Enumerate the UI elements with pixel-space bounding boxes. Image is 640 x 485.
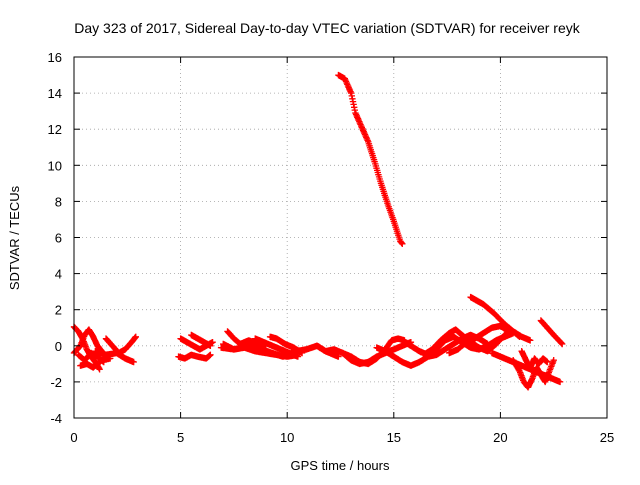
plus-markers xyxy=(188,331,214,349)
data-track xyxy=(252,335,302,360)
y-tick-label: -4 xyxy=(50,411,62,426)
x-tick-label: 20 xyxy=(493,430,507,445)
y-tick-label: 0 xyxy=(55,339,62,354)
plus-markers xyxy=(175,351,214,362)
x-tick-label: 10 xyxy=(280,430,294,445)
data-track xyxy=(266,333,306,357)
y-tick-label: 4 xyxy=(55,267,62,282)
plus-markers xyxy=(467,293,523,340)
plus-markers xyxy=(335,71,406,247)
data-track xyxy=(510,357,557,391)
plus-markers xyxy=(510,357,557,391)
plus-markers xyxy=(537,317,566,348)
data-track xyxy=(518,348,551,371)
x-tick-label: 5 xyxy=(177,430,184,445)
data-track xyxy=(188,331,214,349)
data-track xyxy=(446,322,513,357)
x-tick-label: 25 xyxy=(600,430,614,445)
y-tick-label: -2 xyxy=(50,375,62,390)
plus-markers xyxy=(266,333,306,357)
data-track xyxy=(537,317,566,348)
plus-markers xyxy=(224,328,270,349)
plus-markers xyxy=(102,333,139,357)
chart-title: Day 323 of 2017, Sidereal Day-to-day VTE… xyxy=(74,20,580,36)
y-axis-label: SDTVAR / TECUs xyxy=(7,185,22,290)
data-track xyxy=(335,71,406,247)
data-track xyxy=(339,335,408,368)
x-tick-label: 0 xyxy=(70,430,77,445)
y-tick-label: 16 xyxy=(48,50,62,65)
data-markers xyxy=(70,71,566,391)
data-track xyxy=(102,333,139,357)
y-tick-label: 14 xyxy=(48,86,62,101)
x-tick-label: 15 xyxy=(387,430,401,445)
x-axis-label: GPS time / hours xyxy=(291,458,390,473)
data-track xyxy=(224,328,270,349)
y-tick-label: 2 xyxy=(55,303,62,318)
plus-markers xyxy=(77,355,114,371)
axis-ticks: 0 5 10 15 20 25 -4 -2 0 2 4 6 8 10 12 14 16 xyxy=(48,50,615,445)
data-track xyxy=(77,355,114,371)
plus-markers xyxy=(446,322,513,357)
data-track xyxy=(175,351,214,362)
y-tick-label: 12 xyxy=(48,122,62,137)
grid-lines xyxy=(74,57,607,418)
y-tick-label: 6 xyxy=(55,231,62,246)
plus-markers xyxy=(339,335,408,368)
plus-markers xyxy=(252,335,302,360)
y-tick-label: 10 xyxy=(48,158,62,173)
plus-markers xyxy=(518,348,551,371)
data-track xyxy=(467,293,523,340)
y-tick-label: 8 xyxy=(55,194,62,209)
